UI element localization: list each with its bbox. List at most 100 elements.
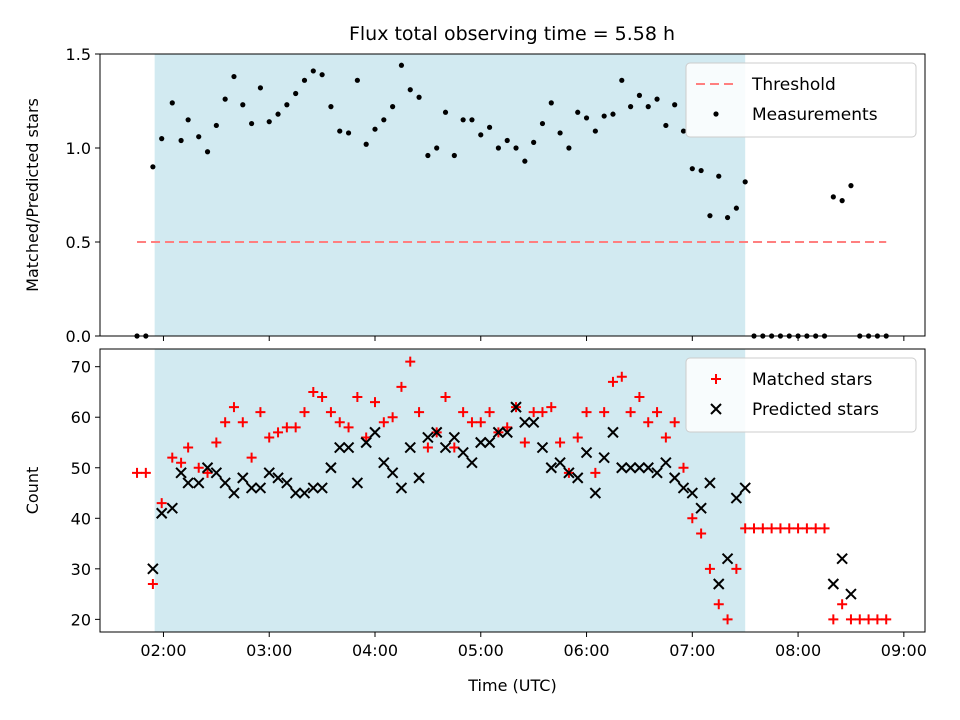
data-point xyxy=(872,614,883,625)
data-point xyxy=(652,407,663,418)
data-point xyxy=(669,417,680,428)
data-point xyxy=(757,523,768,534)
observing-window xyxy=(154,349,746,632)
legend: Matched stars Predicted stars xyxy=(685,357,917,433)
data-point xyxy=(696,528,707,539)
x-tick-label: 08:00 xyxy=(775,641,821,660)
data-point xyxy=(466,417,477,428)
data-point xyxy=(881,614,892,625)
data-point xyxy=(836,553,848,565)
data-point xyxy=(414,407,425,418)
data-point xyxy=(310,68,316,74)
data-point xyxy=(228,402,239,413)
data-point xyxy=(220,417,231,428)
data-point xyxy=(263,467,275,479)
data-point xyxy=(628,104,634,110)
data-point xyxy=(721,553,734,565)
data-point xyxy=(619,77,625,83)
data-point xyxy=(784,523,795,534)
data-point xyxy=(510,401,522,413)
x-tick-label: 09:00 xyxy=(881,641,927,660)
data-point xyxy=(539,120,546,127)
data-point xyxy=(625,407,636,418)
data-point xyxy=(381,117,387,123)
series-matched-stars xyxy=(132,356,892,625)
data-point xyxy=(672,102,678,108)
data-point xyxy=(196,134,202,140)
legend-swatch xyxy=(711,374,721,384)
y-tick-label: 0.5 xyxy=(66,233,91,252)
data-point xyxy=(654,96,660,102)
data-point xyxy=(228,487,240,499)
legend-box xyxy=(685,357,917,433)
data-point xyxy=(607,426,619,439)
data-point xyxy=(686,487,699,499)
data-point xyxy=(257,85,264,91)
data-point xyxy=(361,432,372,443)
data-point xyxy=(178,137,184,144)
series-measurements xyxy=(134,62,889,339)
x-axis-label: Time (UTC) xyxy=(467,676,556,695)
data-point xyxy=(351,477,364,489)
data-point xyxy=(810,523,821,534)
data-point xyxy=(193,462,204,473)
data-point xyxy=(828,614,839,625)
data-point xyxy=(698,167,704,174)
data-point xyxy=(293,90,299,97)
observing-window xyxy=(154,54,746,336)
data-point xyxy=(301,77,308,83)
data-point xyxy=(202,467,213,478)
data-point xyxy=(660,432,671,443)
data-point xyxy=(246,452,257,463)
data-point xyxy=(713,599,724,610)
data-point xyxy=(845,614,856,625)
legend-label: Threshold xyxy=(751,75,836,95)
data-point xyxy=(580,446,593,459)
data-point xyxy=(633,462,646,474)
data-point xyxy=(442,109,449,115)
data-point xyxy=(308,386,319,397)
data-point xyxy=(716,173,722,179)
data-point xyxy=(739,482,751,494)
data-point xyxy=(451,152,457,159)
legend-swatch xyxy=(710,403,722,415)
data-point xyxy=(554,456,566,469)
data-point xyxy=(687,513,698,524)
data-point xyxy=(590,467,601,478)
data-point xyxy=(642,462,654,474)
data-point xyxy=(440,392,451,403)
data-point xyxy=(527,416,540,428)
data-point xyxy=(572,472,584,484)
data-point xyxy=(156,498,167,509)
data-point xyxy=(390,104,396,110)
data-point xyxy=(616,462,628,474)
data-point xyxy=(660,456,672,469)
data-point xyxy=(484,407,495,418)
data-point xyxy=(704,563,715,574)
x-tick-label: 07:00 xyxy=(669,641,715,660)
data-point xyxy=(449,442,460,453)
data-point xyxy=(363,141,369,147)
data-point xyxy=(255,407,266,418)
data-point xyxy=(519,437,530,448)
data-point xyxy=(211,437,222,448)
data-point xyxy=(237,472,249,484)
data-point xyxy=(395,482,408,494)
data-point xyxy=(601,113,607,119)
data-point xyxy=(555,437,566,448)
data-point xyxy=(319,72,325,78)
legend: Threshold Measurements xyxy=(685,62,917,138)
data-point xyxy=(407,87,413,93)
data-point xyxy=(546,402,557,413)
x-tick-label: 04:00 xyxy=(352,641,398,660)
data-point xyxy=(704,477,716,489)
data-point xyxy=(742,179,748,185)
data-point xyxy=(386,467,399,479)
data-point xyxy=(819,523,830,534)
data-point xyxy=(398,62,405,68)
y-tick-label: 30 xyxy=(71,560,91,579)
data-point xyxy=(607,376,618,387)
data-point xyxy=(663,122,669,129)
data-point xyxy=(430,426,443,439)
data-point xyxy=(185,117,191,123)
